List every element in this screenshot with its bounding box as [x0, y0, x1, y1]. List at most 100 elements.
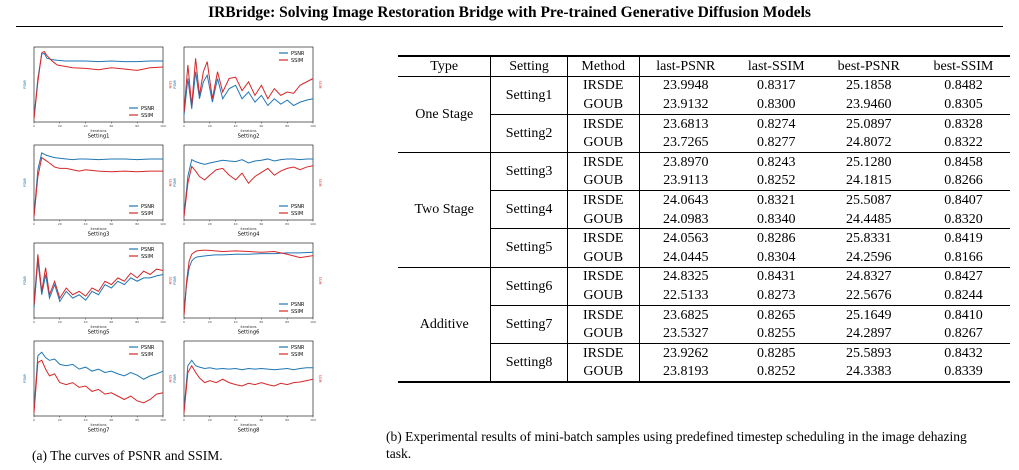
- cell-best-ssim: 0.8482: [944, 78, 983, 94]
- x-tick-label: 100: [310, 418, 316, 422]
- x-tick-label: 60: [259, 320, 263, 324]
- y-axis-label-right: SSIM: [318, 179, 322, 187]
- x-tick-label: 20: [58, 320, 62, 324]
- x-tick-label: 0: [33, 320, 35, 324]
- x-tick-label: 40: [84, 320, 88, 324]
- cell-last-psnr: 23.9113: [663, 173, 709, 189]
- table-row: GOUB 23.7265 0.8277 24.8072 0.8322: [398, 133, 1010, 153]
- cell-best-ssim: 0.8267: [944, 326, 983, 342]
- x-tick-label: 100: [160, 222, 166, 226]
- legend-label-psnr: PSNR: [291, 204, 305, 210]
- cell-best-psnr: 25.0897: [820, 113, 917, 134]
- paper-title: IRBridge: Solving Image Restoration Brid…: [208, 4, 811, 21]
- chart-title: Setting8: [238, 428, 260, 434]
- legend-label-psnr: PSNR: [291, 51, 305, 57]
- cell-last-ssim: 0.8273: [757, 287, 796, 303]
- cell-best-psnr: 23.9460: [846, 96, 892, 112]
- x-tick-label: 100: [310, 320, 316, 324]
- chart-title: Setting3: [88, 232, 110, 238]
- plot-frame: [33, 242, 164, 319]
- cell-last-ssim: 0.8321: [731, 190, 821, 210]
- x-tick-label: 80: [285, 124, 289, 128]
- y-axis-label-left: PSNR: [173, 373, 177, 382]
- x-tick-label: 20: [208, 124, 212, 128]
- cell-last-psnr: 24.8325: [639, 266, 732, 287]
- cell-type: Additive: [398, 266, 492, 383]
- x-tick-label: 60: [109, 320, 113, 324]
- series-line-psnr: [33, 152, 163, 216]
- x-tick-label: 40: [84, 222, 88, 226]
- chart-title: Setting5: [88, 330, 110, 336]
- legend-label-ssim: SSIM: [141, 254, 153, 260]
- series-line-ssim: [33, 254, 164, 305]
- x-tick-label: 20: [58, 418, 62, 422]
- chart-title: Setting1: [88, 134, 110, 140]
- x-tick-label: 0: [183, 222, 185, 226]
- x-tick-label: 40: [234, 124, 238, 128]
- table-row: Setting2 IRSDE 23.6813 0.8274 25.0897 0.8328: [398, 113, 1010, 153]
- x-tick-label: 40: [234, 418, 238, 422]
- y-axis-label-right: SSIM: [318, 81, 322, 89]
- cell-last-ssim: 0.8300: [757, 96, 796, 112]
- series-line-ssim: [183, 364, 314, 414]
- cell-best-ssim: 0.8266: [944, 173, 983, 189]
- cell-last-psnr: 24.0983: [663, 211, 709, 227]
- cell-best-psnr: 25.1280: [820, 151, 917, 172]
- x-tick-label: 40: [84, 418, 88, 422]
- header-best-ssim: best-SSIM: [933, 58, 994, 74]
- title-rule: [16, 26, 1003, 27]
- x-tick-label: 20: [58, 222, 62, 226]
- table-header-row: Type Setting Method last-PSNR last-SSIM …: [398, 56, 1010, 77]
- cell-best-psnr: 25.8331: [820, 228, 917, 248]
- table-caption: (b) Experimental results of mini-batch s…: [386, 429, 967, 461]
- cell-last-ssim: 0.8255: [757, 326, 796, 342]
- cell-last-psnr: 24.0445: [663, 249, 709, 265]
- legend-label-ssim: SSIM: [291, 309, 303, 315]
- cell-setting: Setting8: [490, 342, 568, 383]
- x-tick-label: 80: [135, 418, 139, 422]
- x-tick-label: 20: [208, 320, 212, 324]
- cell-last-ssim: 0.8286: [731, 228, 821, 248]
- cell-best-ssim: 0.8244: [944, 287, 983, 303]
- cell-best-ssim: 0.8432: [916, 342, 1010, 363]
- header-best-psnr: best-PSNR: [837, 58, 900, 74]
- cell-setting: Setting3: [490, 151, 568, 191]
- plot-frame: [183, 144, 314, 221]
- header-last-ssim: last-SSIM: [747, 58, 805, 74]
- cell-last-psnr: 23.5327: [663, 326, 709, 342]
- cell-setting: Setting4: [490, 190, 568, 229]
- cell-best-ssim: 0.8458: [916, 151, 1010, 172]
- cell-best-psnr: 22.5676: [846, 287, 892, 303]
- y-axis-label-left: PSNR: [23, 177, 27, 186]
- x-tick-label: 100: [310, 124, 316, 128]
- cell-last-ssim: 0.8340: [757, 211, 796, 227]
- cell-best-psnr: 25.1649: [820, 304, 917, 325]
- header-last-psnr: last-PSNR: [656, 58, 716, 74]
- x-tick-label: 80: [135, 124, 139, 128]
- x-tick-label: 20: [58, 124, 62, 128]
- legend-label-psnr: PSNR: [141, 345, 155, 351]
- cell-method: GOUB: [567, 171, 640, 191]
- cell-setting: Setting5: [490, 228, 568, 268]
- cell-last-ssim: 0.8304: [757, 249, 796, 265]
- cell-best-ssim: 0.8305: [944, 96, 983, 112]
- chart-panel-3: 0 20 40 60 80 100 PSNR SSIM iterations Setting3 PS…: [22, 142, 172, 240]
- y-axis-label-right: SSIM: [168, 179, 172, 187]
- cell-best-psnr: 25.1858: [846, 78, 892, 94]
- x-tick-label: 60: [109, 124, 113, 128]
- cell-best-psnr: 24.8327: [820, 266, 917, 287]
- x-tick-label: 0: [183, 418, 185, 422]
- cell-last-psnr: 24.0643: [639, 190, 732, 210]
- chart-title: Setting6: [238, 330, 260, 336]
- results-body: One Stage Setting1 IRSDE 23.9948 0.8317 25.18…: [398, 76, 1010, 383]
- cell-last-psnr: 23.7265: [663, 135, 709, 151]
- legend-label-psnr: PSNR: [141, 106, 155, 112]
- x-tick-label: 20: [208, 418, 212, 422]
- cell-best-psnr: 24.2897: [846, 326, 892, 342]
- y-axis-label-left: PSNR: [173, 177, 177, 186]
- table-row: GOUB 23.9132 0.8300 23.9460 0.8305: [398, 95, 1010, 115]
- cell-last-psnr: 23.9948: [663, 78, 709, 94]
- legend-label-ssim: SSIM: [141, 113, 153, 119]
